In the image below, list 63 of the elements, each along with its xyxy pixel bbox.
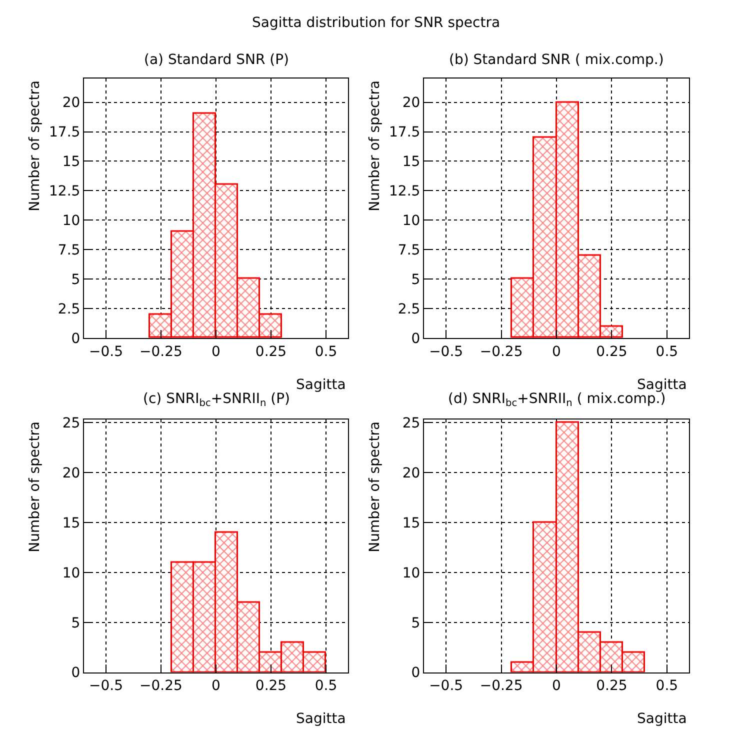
y-axis-title: Number of spectra	[26, 80, 43, 212]
x-tick-label: 0.5	[314, 678, 338, 694]
y-axis-title: Number of spectra	[366, 421, 383, 552]
x-tick-label: −0.5	[429, 678, 464, 694]
y-tick-label: 20	[62, 466, 80, 482]
y-tick-label: 12.5	[389, 184, 420, 200]
y-tick-label: 15	[402, 515, 420, 532]
y-tick-label: 2.5	[58, 302, 80, 318]
x-tick-label: 0.25	[596, 344, 628, 360]
y-tick-label: 15	[62, 515, 80, 532]
x-tick-label: 0	[552, 678, 561, 694]
x-axis-title: Sagitta	[637, 377, 687, 393]
y-tick-label: 10	[402, 565, 420, 582]
x-tick-label: 0.5	[656, 344, 678, 360]
y-tick-label: 0	[71, 331, 80, 348]
x-tick-label: −0.25	[140, 344, 182, 360]
y-tick-label: 20	[402, 95, 420, 112]
x-tick-label: −0.25	[480, 678, 523, 694]
y-tick-label: 0	[411, 665, 420, 682]
y-tick-label: 17.5	[389, 124, 420, 141]
x-axis-title: Sagitta	[637, 711, 687, 727]
y-tick-label: 12.5	[49, 184, 80, 200]
y-tick-label: 17.5	[49, 124, 80, 141]
x-tick-label: 0	[212, 344, 220, 360]
y-tick-label: 2.5	[398, 302, 420, 318]
x-tick-label: −0.5	[429, 344, 464, 360]
y-tick-label: 5	[71, 615, 80, 632]
y-tick-label: 7.5	[398, 242, 420, 259]
y-tick-label: 7.5	[58, 242, 80, 259]
x-tick-label: 0.5	[314, 344, 338, 360]
text: Sagitta distribution for SNR spectra	[252, 15, 500, 31]
y-tick-label: 5	[71, 272, 80, 288]
y-axis-title: Number of spectra	[26, 421, 43, 552]
x-axis-title: Sagitta	[296, 711, 346, 727]
y-tick-label: 0	[71, 665, 80, 682]
y-tick-label: 10	[62, 565, 80, 582]
x-tick-label: 0.25	[596, 678, 628, 694]
y-tick-label: 5	[411, 615, 420, 632]
chart-title: (d) SNRI$_{bc}$+SNRII$_{n}$ ( mix.comp.)	[448, 391, 666, 409]
y-tick-label: 25	[62, 416, 80, 432]
chart-title: (c) SNRI$_{bc}$+SNRII$_{n}$ (P)	[143, 391, 290, 409]
x-tick-label: −0.5	[89, 344, 123, 360]
x-tick-label: 0.5	[656, 678, 678, 694]
x-tick-label: −0.25	[480, 344, 523, 360]
y-tick-label: 20	[402, 466, 420, 482]
x-tick-label: 0.25	[255, 344, 287, 360]
chart-title: (b) Standard SNR ( mix.comp.)	[449, 52, 664, 68]
chart-title: (a) Standard SNR (P)	[144, 52, 289, 68]
x-axis-title: Sagitta	[296, 377, 346, 393]
y-tick-label: 15	[62, 154, 80, 170]
y-tick-label: 15	[402, 154, 420, 170]
x-tick-label: 0.25	[255, 678, 287, 694]
y-axis-title: Number of spectra	[366, 80, 383, 212]
x-tick-label: 0	[552, 344, 561, 360]
y-tick-label: 0	[411, 331, 420, 348]
y-tick-label: 10	[62, 213, 80, 230]
x-tick-label: 0	[212, 678, 220, 694]
y-tick-label: 10	[402, 213, 420, 230]
x-tick-label: −0.5	[89, 678, 123, 694]
y-tick-label: 5	[411, 272, 420, 288]
x-tick-label: −0.25	[140, 678, 182, 694]
y-tick-label: 20	[62, 95, 80, 112]
y-tick-label: 25	[402, 416, 420, 432]
